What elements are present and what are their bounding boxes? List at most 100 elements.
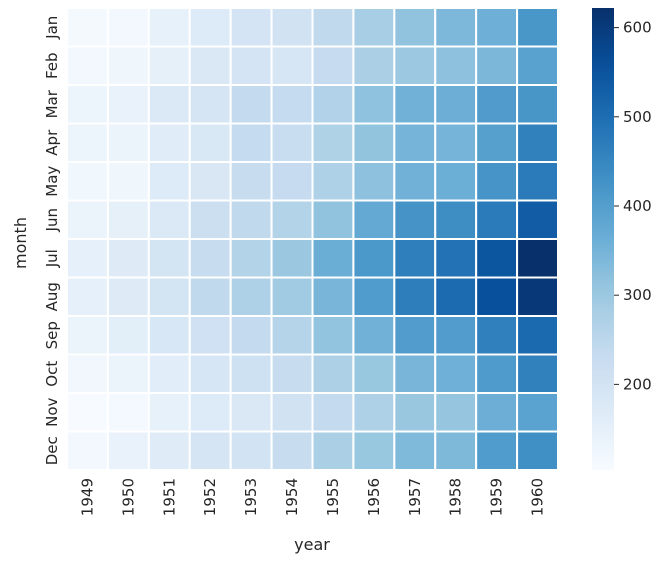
heatmap-cell-may-1950 xyxy=(106,161,150,202)
heatmap-cell-dec-1959 xyxy=(475,430,519,471)
heatmap-cell-nov-1955 xyxy=(311,392,355,433)
heatmap-cell-sep-1960 xyxy=(516,315,559,356)
heatmap-cell-jun-1957 xyxy=(393,199,437,240)
heatmap-cell-may-1952 xyxy=(188,161,232,202)
heatmap-cell-may-1960 xyxy=(516,161,559,202)
heatmap-cell-dec-1950 xyxy=(106,430,150,471)
heatmap-cell-oct-1950 xyxy=(106,353,150,394)
heatmap-cell-aug-1953 xyxy=(229,276,273,317)
heatmap-cell-jan-1949 xyxy=(66,7,109,48)
heatmap-cell-sep-1949 xyxy=(66,315,109,356)
heatmap-cell-dec-1956 xyxy=(352,430,396,471)
heatmap-cell-feb-1956 xyxy=(352,45,396,86)
heatmap-cell-apr-1959 xyxy=(475,122,519,163)
heatmap-cell-jul-1958 xyxy=(434,238,478,279)
heatmap-cell-jun-1950 xyxy=(106,199,150,240)
x-tick-label-1951: 1951 xyxy=(160,478,178,516)
heatmap-cell-oct-1955 xyxy=(311,353,355,394)
heatmap-cell-feb-1958 xyxy=(434,45,478,86)
heatmap-cell-sep-1958 xyxy=(434,315,478,356)
heatmap-cell-jul-1949 xyxy=(66,238,109,279)
x-tick-label-1955: 1955 xyxy=(324,478,342,516)
heatmap-cell-mar-1959 xyxy=(475,84,519,125)
heatmap-cell-mar-1952 xyxy=(188,84,232,125)
heatmap-cell-jan-1956 xyxy=(352,7,396,48)
heatmap-cell-sep-1959 xyxy=(475,315,519,356)
y-tick-label-feb: Feb xyxy=(43,52,61,79)
heatmap-cell-jul-1959 xyxy=(475,238,519,279)
heatmap-cell-apr-1952 xyxy=(188,122,232,163)
heatmap-cell-feb-1953 xyxy=(229,45,273,86)
heatmap-cell-dec-1957 xyxy=(393,430,437,471)
heatmap-cell-aug-1960 xyxy=(516,276,559,317)
y-tick-label-apr: Apr xyxy=(43,129,61,156)
heatmap-cell-mar-1954 xyxy=(270,84,314,125)
heatmap-cell-feb-1952 xyxy=(188,45,232,86)
heatmap-cell-mar-1957 xyxy=(393,84,437,125)
y-tick-label-aug: Aug xyxy=(43,282,61,311)
heatmap-cell-jun-1953 xyxy=(229,199,273,240)
heatmap-cell-oct-1951 xyxy=(147,353,191,394)
heatmap-cell-aug-1954 xyxy=(270,276,314,317)
heatmap-cell-oct-1952 xyxy=(188,353,232,394)
heatmap-cell-apr-1958 xyxy=(434,122,478,163)
heatmap-cell-sep-1955 xyxy=(311,315,355,356)
heatmap-cell-sep-1950 xyxy=(106,315,150,356)
heatmap-cell-jan-1952 xyxy=(188,7,232,48)
x-tick-label-1960: 1960 xyxy=(529,478,547,516)
heatmap-cell-mar-1953 xyxy=(229,84,273,125)
heatmap-cell-apr-1950 xyxy=(106,122,150,163)
heatmap-cell-oct-1959 xyxy=(475,353,519,394)
heatmap-cell-mar-1958 xyxy=(434,84,478,125)
heatmap-cell-nov-1956 xyxy=(352,392,396,433)
colorbar-tick-label-200: 200 xyxy=(623,375,652,393)
colorbar xyxy=(592,8,614,470)
heatmap-cell-apr-1951 xyxy=(147,122,191,163)
y-tick-label-nov: Nov xyxy=(43,397,61,426)
x-tick-label-1954: 1954 xyxy=(283,478,301,516)
heatmap-cell-mar-1951 xyxy=(147,84,191,125)
heatmap-cell-aug-1951 xyxy=(147,276,191,317)
x-tick-label-1957: 1957 xyxy=(406,478,424,516)
x-tick-labels: 1949 1950 1951 1952 1953 1954 1955 1956 1957 1958… xyxy=(78,478,546,516)
heatmap-cell-nov-1960 xyxy=(516,392,559,433)
heatmap-cell-nov-1954 xyxy=(270,392,314,433)
heatmap-cell-feb-1949 xyxy=(66,45,109,86)
heatmap-cell-jan-1950 xyxy=(106,7,150,48)
heatmap-cell-apr-1956 xyxy=(352,122,396,163)
heatmap-cell-mar-1949 xyxy=(66,84,109,125)
y-tick-label-dec: Dec xyxy=(43,436,61,465)
colorbar-tick-label-400: 400 xyxy=(623,197,652,215)
heatmap-cell-apr-1953 xyxy=(229,122,273,163)
heatmap-cell-nov-1957 xyxy=(393,392,437,433)
colorbar-ticks: 200 300 400 500 600 xyxy=(614,19,652,393)
heatmap-cell-may-1957 xyxy=(393,161,437,202)
heatmap-cell-aug-1949 xyxy=(66,276,109,317)
heatmap-cell-feb-1960 xyxy=(516,45,559,86)
heatmap-cell-oct-1954 xyxy=(270,353,314,394)
heatmap-cell-oct-1957 xyxy=(393,353,437,394)
heatmap-cell-dec-1954 xyxy=(270,430,314,471)
heatmap-cell-jan-1953 xyxy=(229,7,273,48)
x-tick-label-1959: 1959 xyxy=(488,478,506,516)
heatmap-cell-nov-1953 xyxy=(229,392,273,433)
x-axis-label: year xyxy=(294,535,330,554)
heatmap-cell-jan-1951 xyxy=(147,7,191,48)
heatmap-cell-mar-1950 xyxy=(106,84,150,125)
y-tick-label-jul: Jul xyxy=(43,249,61,268)
heatmap-cell-jan-1957 xyxy=(393,7,437,48)
heatmap-cell-sep-1956 xyxy=(352,315,396,356)
heatmap-cell-dec-1949 xyxy=(66,430,109,471)
heatmap-cell-aug-1952 xyxy=(188,276,232,317)
y-tick-label-sep: Sep xyxy=(43,321,61,349)
colorbar-tick-label-600: 600 xyxy=(623,19,652,37)
y-tick-label-oct: Oct xyxy=(43,361,61,387)
heatmap-cell-oct-1956 xyxy=(352,353,396,394)
heatmap-cell-jun-1952 xyxy=(188,199,232,240)
heatmap-cell-dec-1952 xyxy=(188,430,232,471)
heatmap-cell-jun-1960 xyxy=(516,199,559,240)
heatmap-cell-jan-1959 xyxy=(475,7,519,48)
heatmap-cell-jan-1955 xyxy=(311,7,355,48)
heatmap-cell-sep-1953 xyxy=(229,315,273,356)
